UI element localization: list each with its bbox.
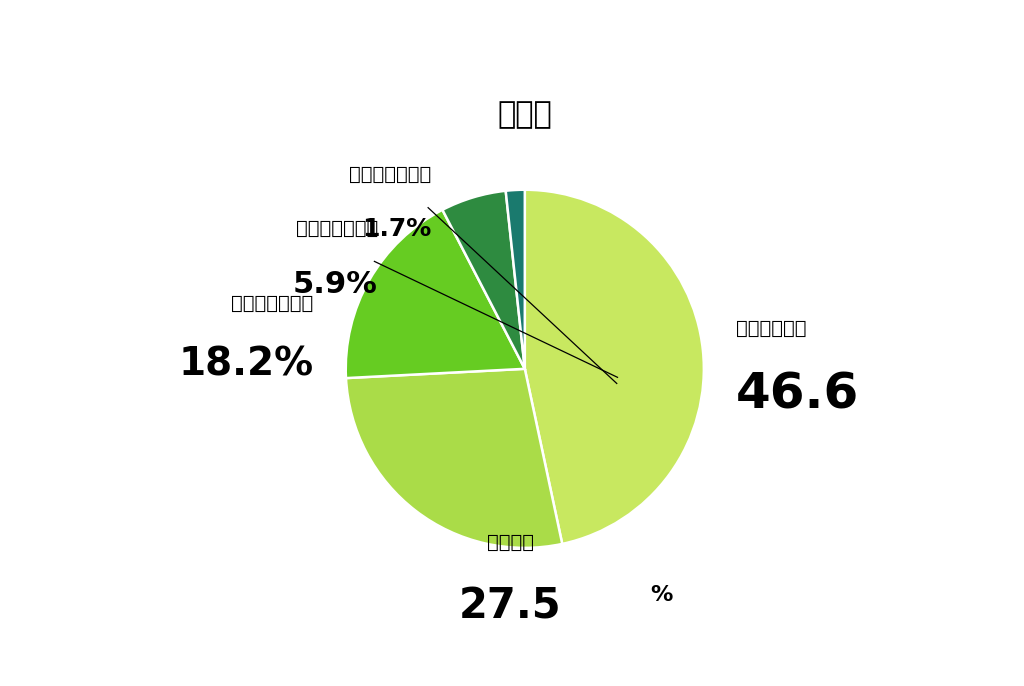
Text: 5.9%: 5.9% (293, 270, 378, 299)
Wedge shape (442, 191, 524, 369)
Text: 関東・甲信越: 関東・甲信越 (736, 320, 807, 338)
Wedge shape (346, 210, 524, 378)
Text: 九州・沖縄地方: 九州・沖縄地方 (296, 219, 378, 238)
Wedge shape (524, 190, 703, 544)
Wedge shape (506, 190, 525, 369)
Text: 27.5: 27.5 (459, 585, 562, 628)
Wedge shape (346, 369, 562, 548)
Text: 中国・四国地方: 中国・四国地方 (349, 165, 432, 185)
Text: 18.2%: 18.2% (178, 346, 313, 383)
Text: 46.6: 46.6 (736, 370, 859, 418)
Text: 東海・北陸地方: 東海・北陸地方 (231, 294, 313, 314)
Text: %: % (650, 585, 673, 606)
Text: 関西地方: 関西地方 (487, 532, 534, 552)
Text: 1.7%: 1.7% (362, 217, 432, 241)
Text: エリア: エリア (498, 100, 552, 129)
